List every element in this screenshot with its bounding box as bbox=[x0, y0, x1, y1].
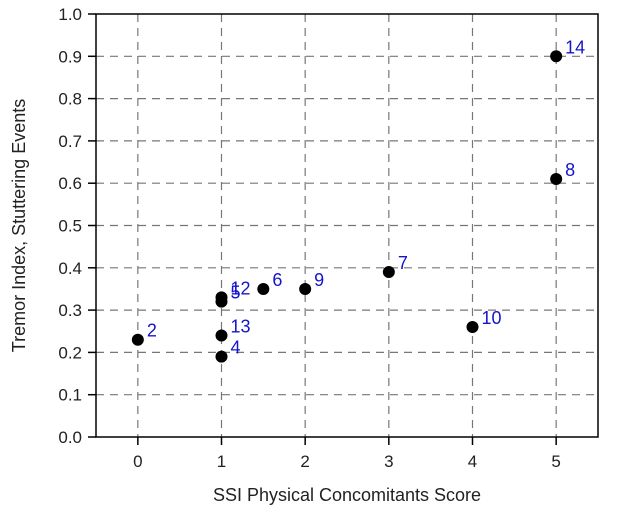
data-point bbox=[257, 282, 270, 295]
x-tick-label: 3 bbox=[384, 452, 393, 471]
data-label: 14 bbox=[565, 37, 585, 57]
data-point bbox=[550, 172, 563, 185]
y-axis-title: Tremor Index, Stuttering Events bbox=[9, 99, 29, 352]
data-point bbox=[215, 350, 228, 363]
data-label: 8 bbox=[565, 160, 575, 180]
x-tick-label: 1 bbox=[217, 452, 226, 471]
x-tick-label: 5 bbox=[551, 452, 560, 471]
grid bbox=[96, 14, 598, 437]
data-label: 12 bbox=[231, 278, 251, 298]
y-tick-label: 0.0 bbox=[58, 428, 82, 447]
data-label: 10 bbox=[482, 308, 502, 328]
y-tick-label: 0.5 bbox=[58, 217, 82, 236]
data-point bbox=[215, 329, 228, 342]
y-tick-label: 0.9 bbox=[58, 47, 82, 66]
data-points: 2 125 134 6 9 7 10 8 14 bbox=[131, 37, 585, 363]
data-point bbox=[215, 295, 228, 308]
data-point bbox=[466, 321, 479, 334]
y-tick-label: 0.6 bbox=[58, 174, 82, 193]
data-label: 4 bbox=[231, 338, 241, 358]
x-tick-label: 2 bbox=[300, 452, 309, 471]
x-tick-label: 4 bbox=[468, 452, 477, 471]
y-tick-label: 0.2 bbox=[58, 343, 82, 362]
axis-ticks: 0 1 2 3 4 50.00.10.20.30.40.50.60.70.80.91.0 bbox=[58, 5, 561, 471]
data-point bbox=[131, 333, 144, 346]
data-label: 9 bbox=[314, 270, 324, 290]
data-point bbox=[550, 50, 563, 63]
y-tick-label: 0.7 bbox=[58, 132, 82, 151]
data-point bbox=[299, 282, 312, 295]
data-label: 5 bbox=[231, 283, 241, 303]
data-label: 2 bbox=[147, 321, 157, 341]
data-label: 7 bbox=[398, 253, 408, 273]
y-tick-label: 0.3 bbox=[58, 301, 82, 320]
y-tick-label: 1.0 bbox=[58, 5, 82, 24]
y-tick-label: 0.8 bbox=[58, 90, 82, 109]
y-tick-label: 0.4 bbox=[58, 259, 82, 278]
y-tick-label: 0.1 bbox=[58, 386, 82, 405]
data-point bbox=[382, 266, 395, 279]
data-label: 13 bbox=[231, 316, 251, 336]
x-tick-label: 0 bbox=[133, 452, 142, 471]
x-axis-title: SSI Physical Concomitants Score bbox=[213, 485, 481, 505]
data-label: 6 bbox=[272, 270, 282, 290]
